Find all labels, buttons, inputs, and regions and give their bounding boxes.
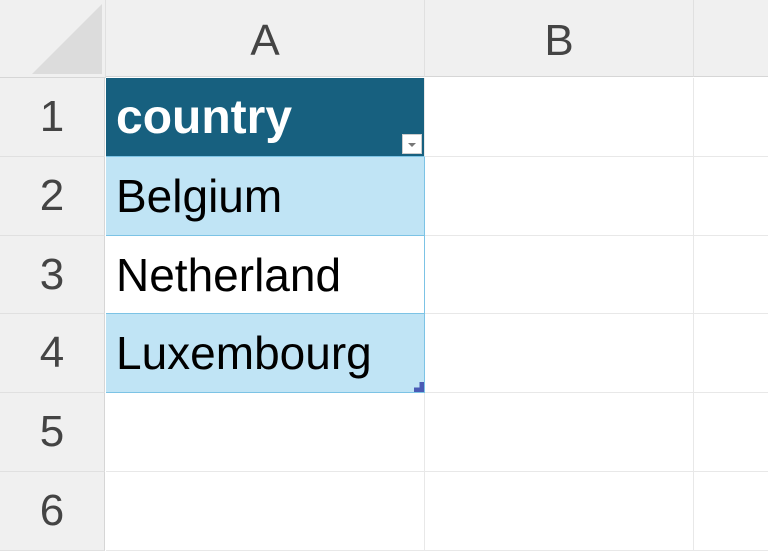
cell-b2[interactable] [425, 157, 694, 236]
table-cell-a3[interactable]: Netherland [106, 236, 425, 314]
select-all-button[interactable] [0, 0, 106, 78]
row-header-3[interactable]: 3 [0, 236, 105, 314]
row-header-6[interactable]: 6 [0, 472, 105, 551]
table-header-label: country [116, 90, 293, 144]
row-header-5[interactable]: 5 [0, 393, 105, 472]
table-cell-a2[interactable]: Belgium [106, 157, 425, 236]
cell-c5[interactable] [694, 393, 768, 472]
table-header-cell-country[interactable]: country [106, 78, 425, 157]
column-header-a[interactable]: A [106, 0, 425, 77]
cell-c3[interactable] [694, 236, 768, 314]
table-resize-handle[interactable] [414, 382, 424, 392]
cell-b5[interactable] [425, 393, 694, 472]
cell-b3[interactable] [425, 236, 694, 314]
select-all-triangle-icon [32, 4, 102, 74]
cell-a6[interactable] [106, 472, 425, 551]
cell-c4[interactable] [694, 314, 768, 393]
cell-b6[interactable] [425, 472, 694, 551]
cell-b1[interactable] [425, 78, 694, 157]
cell-c2[interactable] [694, 157, 768, 236]
table-cell-a4[interactable]: Luxembourg [106, 314, 425, 393]
row-header-2[interactable]: 2 [0, 157, 105, 236]
table-cell-a4-text: Luxembourg [116, 327, 372, 379]
dropdown-arrow-icon[interactable] [402, 134, 422, 154]
cell-b4[interactable] [425, 314, 694, 393]
cell-c1[interactable] [694, 78, 768, 157]
column-header-b[interactable]: B [425, 0, 694, 77]
row-header-4[interactable]: 4 [0, 314, 105, 393]
column-header-c[interactable] [694, 0, 768, 77]
cell-c6[interactable] [694, 472, 768, 551]
cell-a5[interactable] [106, 393, 425, 472]
row-header-1[interactable]: 1 [0, 78, 105, 157]
